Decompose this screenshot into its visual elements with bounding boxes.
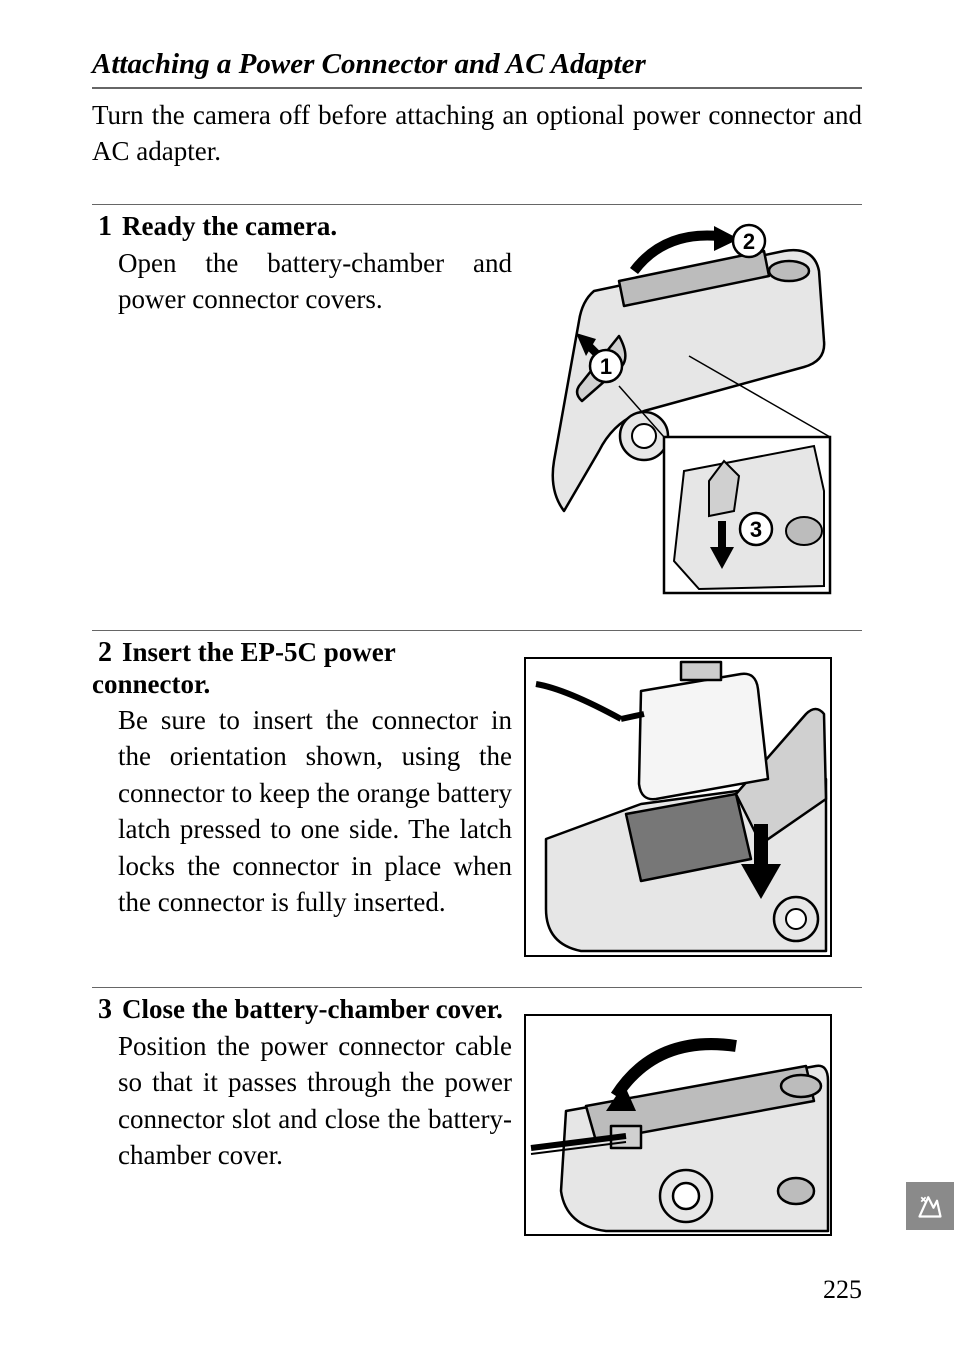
step-number: 2 <box>92 637 112 669</box>
step-2-illustration <box>524 657 832 957</box>
step-number: 1 <box>92 211 112 243</box>
step-number: 3 <box>92 994 112 1026</box>
step-divider <box>92 987 862 988</box>
step-body-text: Be sure to insert the connector in the o… <box>118 702 512 921</box>
step-1-illustration: 2 1 <box>524 211 832 600</box>
step-3-illustration <box>524 1014 832 1236</box>
section-title: Attaching a Power Connector and AC Adapt… <box>92 48 862 89</box>
step-2: 2 Insert the EP-5C power connector. Be s… <box>92 630 862 957</box>
step-body-text: Position the power connector cable so th… <box>118 1028 512 1174</box>
callout-3: 3 <box>750 517 762 542</box>
intro-paragraph: Turn the camera off before attaching an … <box>92 97 862 170</box>
step-3: 3 Close the battery-chamber cover. Posit… <box>92 987 862 1236</box>
step-body-text: Open the battery-chamber and power conne… <box>118 245 512 318</box>
step-heading: Close the battery-chamber cover. <box>122 994 503 1024</box>
callout-2: 2 <box>743 229 755 254</box>
step-1: 1 Ready the camera. Open the battery-cha… <box>92 204 862 600</box>
step-heading: Insert the EP-5C power connector. <box>92 637 395 699</box>
page-number: 225 <box>823 1275 862 1305</box>
step-divider <box>92 204 862 205</box>
manual-page: Attaching a Power Connector and AC Adapt… <box>0 0 954 1345</box>
section-tab-icon <box>906 1182 954 1230</box>
callout-1: 1 <box>600 354 612 379</box>
step-heading: Ready the camera. <box>122 211 337 241</box>
step-divider <box>92 630 862 631</box>
